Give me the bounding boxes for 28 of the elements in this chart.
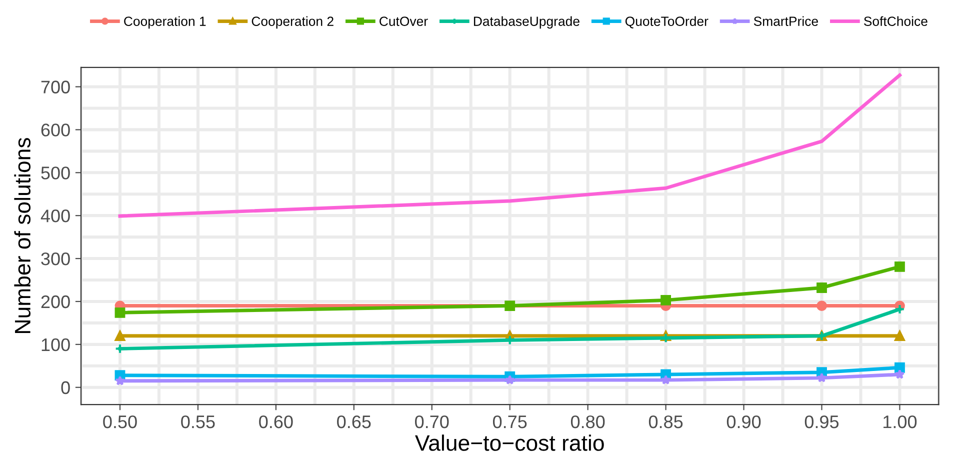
x-tick-label: 0.75	[492, 415, 527, 428]
x-tick-label: 0.70	[415, 415, 449, 428]
y-tick-label: 600	[41, 124, 70, 136]
x-tick-label: 0.55	[181, 415, 215, 428]
legend-label: SoftChoice	[864, 16, 928, 26]
x-tick-label: 1.00	[884, 415, 917, 428]
x-tick-label: 0.65	[337, 415, 371, 428]
y-tick-label: 300	[41, 252, 70, 266]
legend-label: DatabaseUpgrade	[474, 16, 580, 29]
x-tick-label: 0.85	[648, 415, 683, 428]
x-tick-label: 0.50	[103, 415, 137, 428]
y-tick-label: 700	[41, 80, 70, 94]
legend-label: QuoteToOrder	[625, 16, 708, 28]
x-tick-label: 0.60	[259, 415, 293, 428]
y-axis-title: Number of solutions	[14, 138, 31, 333]
y-tick-label: 200	[41, 295, 70, 308]
y-tick-label: 400	[40, 210, 70, 222]
legend-label: SmartPrice	[754, 16, 818, 26]
x-tick-label: 0.80	[570, 415, 605, 428]
x-tick-label: 0.95	[804, 415, 839, 428]
y-tick-label: 0	[61, 381, 70, 394]
y-tick-label: 100	[42, 338, 70, 352]
legend-label: CutOver	[380, 16, 428, 26]
x-axis-title: Value−to−cost ratio	[415, 434, 604, 451]
y-tick-label: 500	[41, 166, 70, 180]
legend-label: Cooperation 2	[252, 16, 334, 29]
x-tick-label: 0.90	[726, 415, 761, 428]
legend-label: Cooperation 1	[124, 16, 206, 29]
